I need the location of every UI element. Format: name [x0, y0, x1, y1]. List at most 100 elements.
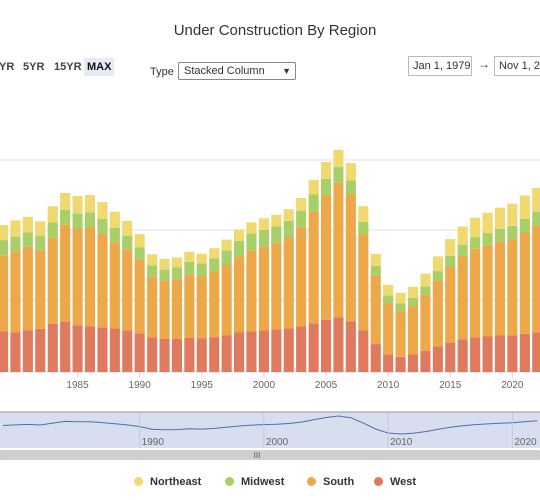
bar-northeast	[395, 292, 406, 304]
bar-midwest	[395, 303, 406, 312]
bar-west	[184, 338, 195, 372]
bar-west	[209, 337, 220, 372]
bar-northeast	[209, 248, 220, 259]
bar-midwest	[184, 261, 195, 275]
range-button-15yr[interactable]: 15YR	[54, 61, 82, 73]
legend-item-northeast[interactable]: Northeast	[134, 474, 201, 490]
bar-south	[97, 233, 108, 328]
bar-south	[395, 311, 406, 357]
bar-south	[321, 195, 332, 320]
bar-midwest	[470, 237, 481, 249]
date-from-input[interactable]: Jan 1, 1979	[408, 56, 472, 76]
bar-midwest	[0, 240, 9, 256]
bar-west	[10, 332, 21, 372]
bar-northeast	[122, 220, 133, 236]
bar-south	[283, 237, 294, 329]
scrollbar-thumb[interactable]	[0, 450, 540, 460]
date-to-input[interactable]: Nov 1, 2	[494, 56, 540, 76]
bar-south	[171, 279, 182, 339]
bar-south	[370, 275, 381, 345]
bar-midwest	[283, 220, 294, 238]
bar-south	[246, 250, 257, 332]
bar-midwest	[445, 255, 456, 267]
bar-northeast	[147, 254, 158, 266]
bar-midwest	[457, 244, 468, 256]
legend-item-midwest[interactable]: Midwest	[225, 474, 284, 490]
bar-midwest	[308, 194, 319, 212]
bar-northeast	[97, 202, 108, 219]
bar-midwest	[407, 298, 418, 307]
bar-west	[420, 350, 431, 372]
bar-northeast	[308, 179, 319, 195]
bar-south	[35, 250, 46, 329]
bar-midwest	[494, 229, 505, 242]
legend-label: West	[390, 476, 417, 488]
navigator-window[interactable]	[0, 412, 540, 448]
bar-south	[507, 239, 518, 336]
x-tick-label: 2005	[315, 380, 338, 391]
bar-south	[333, 182, 344, 318]
legend-label: Midwest	[241, 476, 285, 488]
bar-northeast	[358, 206, 369, 222]
bar-midwest	[370, 266, 381, 276]
bar-midwest	[22, 232, 33, 247]
range-button-1yr[interactable]: YR	[0, 61, 15, 73]
bar-northeast	[432, 256, 443, 272]
legend-marker	[134, 477, 143, 486]
bar-west	[246, 331, 257, 372]
bar-south	[109, 242, 120, 329]
bar-west	[60, 321, 71, 372]
chart-type-select[interactable]: Stacked Column ▼	[178, 62, 296, 80]
navigator-tick-label: 2020	[514, 437, 537, 448]
bar-west	[296, 326, 307, 372]
bar-northeast	[296, 198, 307, 211]
bar-south	[84, 227, 95, 327]
bar-west	[159, 339, 170, 372]
bar-west	[321, 319, 332, 372]
bar-midwest	[221, 250, 232, 265]
bar-west	[482, 336, 493, 372]
bar-west	[196, 338, 207, 372]
legend-item-south[interactable]: South	[307, 474, 354, 490]
bar-northeast	[457, 226, 468, 245]
bar-south	[296, 227, 307, 327]
bar-west	[147, 337, 158, 372]
x-tick-label: 2020	[501, 380, 524, 391]
bar-west	[432, 346, 443, 372]
scrollbar-grip-icon: III	[254, 451, 261, 460]
bar-midwest	[321, 178, 332, 196]
bar-northeast	[445, 239, 456, 256]
navigator-series-line	[2, 415, 538, 435]
chart-title: Under Construction By Region	[173, 22, 377, 39]
bar-northeast	[84, 195, 95, 213]
legend-marker	[225, 477, 234, 486]
bar-south	[532, 225, 540, 333]
bar-south	[159, 280, 170, 339]
legend-item-west[interactable]: West	[374, 474, 416, 490]
bar-west	[234, 332, 245, 372]
bar-midwest	[507, 225, 518, 240]
range-button-5yr[interactable]: 5YR	[23, 61, 45, 73]
bar-west	[283, 328, 294, 372]
bar-west	[519, 334, 530, 372]
range-button-max[interactable]: MAX	[84, 58, 115, 76]
bar-south	[0, 255, 9, 332]
bar-midwest	[10, 236, 21, 252]
x-tick-label: 2015	[439, 380, 462, 391]
bar-south	[308, 211, 319, 324]
bar-south	[482, 245, 493, 337]
legend-label: South	[323, 476, 355, 488]
x-tick-label: 1985	[66, 380, 89, 391]
bar-south	[457, 255, 468, 340]
bar-south	[134, 259, 145, 334]
bar-midwest	[532, 211, 540, 226]
x-tick-label: 2000	[253, 380, 276, 391]
bar-northeast	[407, 286, 418, 298]
bar-west	[271, 329, 282, 372]
bar-south	[221, 264, 232, 336]
bar-midwest	[60, 209, 71, 225]
bar-midwest	[296, 210, 307, 228]
bar-west	[345, 321, 356, 372]
bar-northeast	[47, 206, 58, 223]
bar-midwest	[420, 286, 431, 295]
